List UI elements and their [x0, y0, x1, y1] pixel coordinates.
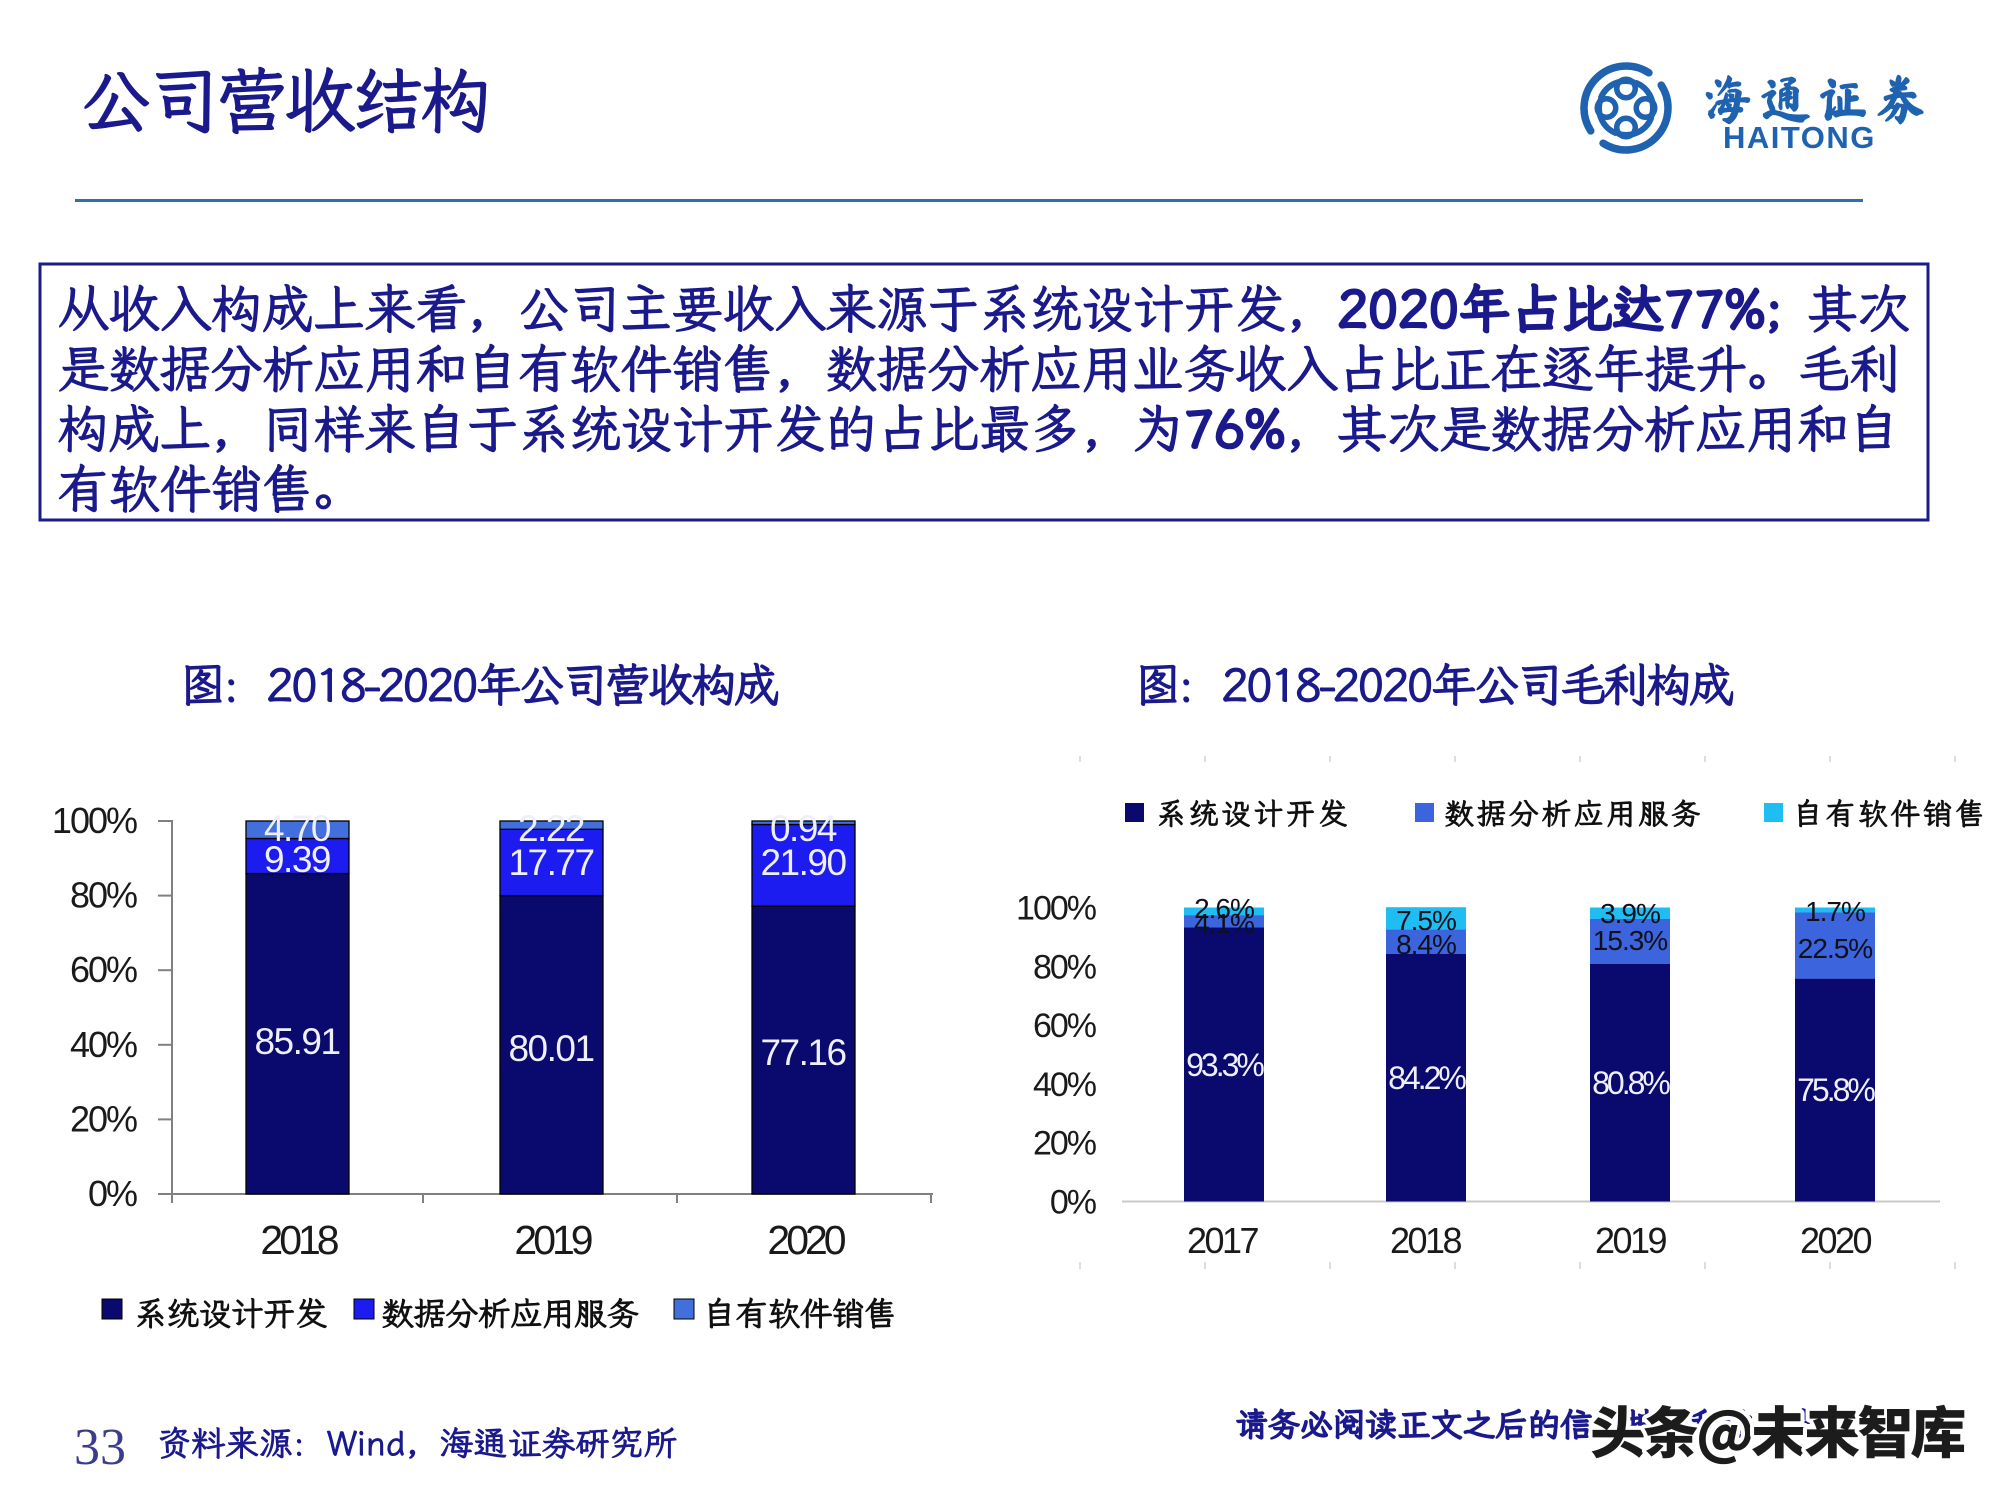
svg-text:2017: 2017	[1187, 1220, 1259, 1261]
svg-text:40%: 40%	[1033, 1066, 1097, 1104]
svg-text:20%: 20%	[1033, 1125, 1097, 1163]
svg-text:17.77: 17.77	[508, 842, 593, 883]
svg-text:2018: 2018	[1390, 1220, 1462, 1261]
svg-text:20%: 20%	[70, 1098, 137, 1139]
svg-text:4.1%: 4.1%	[1194, 908, 1254, 939]
svg-text:2018: 2018	[260, 1217, 338, 1263]
svg-text:4.70: 4.70	[264, 808, 331, 849]
svg-text:8.4%: 8.4%	[1396, 929, 1456, 960]
svg-text:100%: 100%	[52, 800, 137, 841]
svg-text:77.16: 77.16	[760, 1032, 845, 1073]
svg-text:3.9%: 3.9%	[1600, 898, 1660, 929]
svg-text:1.7%: 1.7%	[1805, 896, 1865, 927]
svg-text:0.94: 0.94	[770, 808, 837, 849]
svg-text:15.3%: 15.3%	[1593, 925, 1667, 956]
svg-text:7.5%: 7.5%	[1396, 905, 1456, 936]
svg-text:84.2%: 84.2%	[1388, 1060, 1466, 1096]
svg-text:2.22: 2.22	[518, 808, 584, 849]
svg-text:80.8%: 80.8%	[1592, 1065, 1670, 1101]
svg-text:40%: 40%	[70, 1024, 137, 1065]
svg-text:80.01: 80.01	[508, 1028, 593, 1069]
svg-text:80%: 80%	[1033, 948, 1097, 986]
svg-text:9.39: 9.39	[264, 839, 330, 880]
svg-text:0%: 0%	[1050, 1184, 1097, 1222]
svg-text:21.90: 21.90	[760, 842, 846, 883]
svg-text:2019: 2019	[1595, 1220, 1667, 1261]
svg-text:93.3%: 93.3%	[1186, 1047, 1264, 1083]
svg-text:85.91: 85.91	[254, 1021, 339, 1062]
svg-text:33: 33	[74, 1419, 126, 1476]
svg-text:0%: 0%	[88, 1173, 137, 1214]
svg-text:80%: 80%	[70, 875, 137, 916]
svg-text:100%: 100%	[1016, 890, 1097, 928]
svg-text:60%: 60%	[1033, 1007, 1097, 1045]
svg-text:2.6%: 2.6%	[1194, 893, 1254, 924]
svg-text:60%: 60%	[70, 949, 137, 990]
svg-text:75.8%: 75.8%	[1797, 1072, 1875, 1108]
svg-text:HAITONG: HAITONG	[1723, 120, 1876, 155]
svg-text:2019: 2019	[514, 1217, 591, 1263]
svg-text:2020: 2020	[767, 1217, 845, 1263]
svg-text:22.5%: 22.5%	[1798, 933, 1872, 964]
svg-text:2020: 2020	[1800, 1220, 1872, 1261]
